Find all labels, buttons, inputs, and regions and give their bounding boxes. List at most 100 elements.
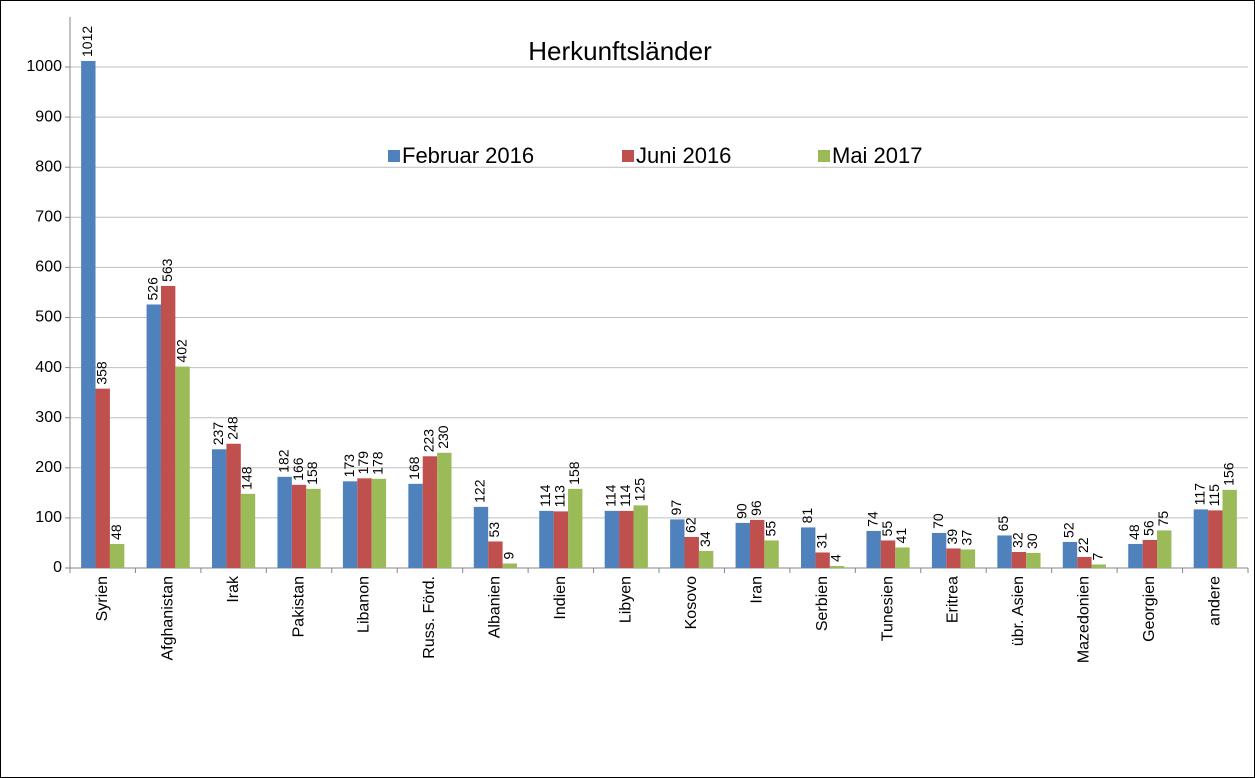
bar [502,563,517,568]
bar [240,493,256,568]
legend-swatch [622,150,634,162]
data-label: 30 [1024,533,1040,549]
data-label: 248 [224,416,240,440]
bar [1128,543,1143,568]
y-tick-label: 500 [35,309,62,326]
y-tick-label: 800 [35,158,62,175]
data-label: 223 [421,429,437,453]
bar [488,541,503,568]
bar [1157,530,1172,568]
bar [146,304,161,568]
y-tick-label: 0 [53,559,62,576]
x-tick-label: andere [1206,576,1223,626]
data-label: 52 [1061,522,1077,538]
bar [422,456,438,568]
data-label: 115 [1206,484,1222,507]
bar [1208,510,1223,568]
data-label: 39 [944,529,960,545]
bar [1026,552,1041,568]
bar [997,535,1012,568]
y-tick-label: 1000 [26,58,62,75]
bar [764,540,779,568]
data-label: 526 [144,277,160,301]
x-tick-label: Libanon [356,576,373,633]
data-label: 122 [472,479,488,503]
legend-label: Juni 2016 [636,143,731,168]
data-label: 74 [864,511,880,527]
data-label: 53 [486,522,502,538]
bar [1062,541,1078,568]
bar [568,488,583,568]
data-label: 125 [631,478,647,502]
data-label: 166 [290,457,306,481]
data-label: 7 [1089,552,1105,560]
y-tick-label: 600 [35,259,62,276]
bar [553,511,569,568]
data-label: 90 [733,503,749,519]
x-tick-label: Kosovo [683,576,700,629]
bar [829,565,845,568]
x-tick-label: Pakistan [290,576,307,637]
data-label: 41 [893,528,909,544]
bar [1142,539,1158,568]
bar [619,510,634,568]
bar [175,366,190,568]
bar [81,60,96,568]
x-tick-label: Libyen [617,576,634,623]
bar [342,481,358,568]
data-label: 56 [1141,520,1157,536]
bar [357,478,372,568]
y-tick-label: 200 [35,459,62,476]
data-label: 34 [697,531,713,547]
y-tick-label: 300 [35,409,62,426]
bar [735,522,750,568]
data-label: 81 [799,508,815,524]
bar [633,505,648,568]
data-label: 75 [1155,511,1171,527]
x-tick-label: Iran [748,576,765,604]
data-label: 55 [762,521,778,537]
data-label: 117 [1192,483,1208,506]
x-tick-label: Indien [552,576,569,620]
data-label: 32 [1010,532,1026,548]
legend-label: Februar 2016 [402,143,534,168]
bar [306,488,321,568]
bar [684,536,699,568]
data-label: 22 [1075,537,1091,553]
bar [1222,489,1237,568]
bar [801,527,816,568]
x-tick-label: Mazedonien [1076,576,1093,663]
x-tick-label: Afghanistan [159,576,176,661]
x-tick-label: Albanien [487,576,504,638]
bar [604,510,620,568]
data-label: 96 [748,500,764,516]
data-label: 158 [566,461,582,485]
bar [1193,509,1209,568]
data-label: 55 [879,521,895,537]
legend-swatch [388,150,400,162]
bar [960,549,976,568]
x-tick-label: Irak [225,575,242,603]
data-label: 97 [668,500,684,516]
data-label: 48 [1126,524,1142,540]
bar [749,519,765,568]
bar [1011,551,1027,568]
bar [880,540,896,568]
data-label: 179 [355,451,371,475]
bar [437,452,452,568]
data-label: 563 [159,258,175,282]
data-label: 173 [341,454,357,478]
data-label: 1012 [79,26,95,57]
data-label: 114 [537,484,553,507]
x-tick-label: Syrien [94,576,111,621]
bar [1077,556,1092,568]
x-tick-label: übr. Asien [1010,576,1027,646]
data-label: 48 [108,524,124,540]
data-label: 178 [370,451,386,475]
bar [160,285,176,568]
bar [371,478,387,568]
x-tick-label: Tunesien [879,576,896,641]
y-tick-label: 400 [35,359,62,376]
data-label: 402 [173,339,189,363]
